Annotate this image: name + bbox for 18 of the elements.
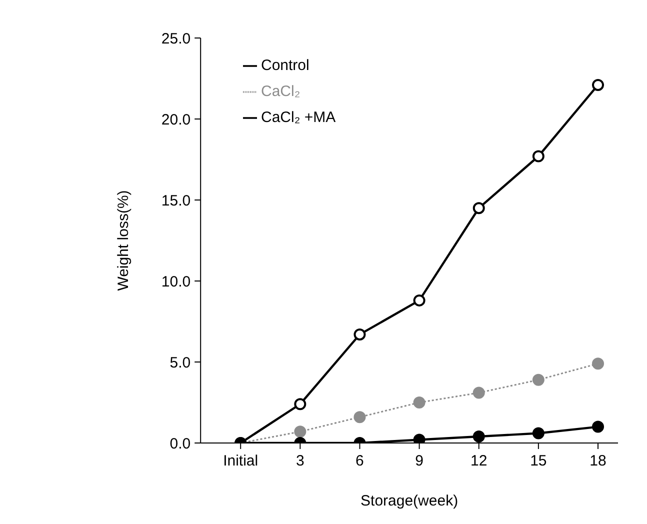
x-tick-label: 12 xyxy=(470,452,488,470)
x-tick-label: 9 xyxy=(415,452,424,470)
y-tick-label: 10.0 xyxy=(161,273,191,290)
y-tick-label: 25.0 xyxy=(161,30,191,48)
x-tick-label: Initial xyxy=(223,452,258,470)
x-tick-label: 15 xyxy=(530,452,547,470)
legend-label: Control xyxy=(261,57,310,74)
y-tick-label: 0.0 xyxy=(170,435,191,452)
x-axis-title: Storage(week) xyxy=(360,492,458,510)
legend-label: CaCl₂ +MA xyxy=(261,109,336,126)
y-tick-label: 15.0 xyxy=(161,192,191,210)
x-tick-label: 18 xyxy=(590,452,606,470)
x-tick-label: 3 xyxy=(296,452,304,470)
legend-label: CaCl₂ xyxy=(261,83,300,100)
y-tick-label: 5.0 xyxy=(170,354,191,372)
y-axis-title: Weight loss(%) xyxy=(114,190,132,291)
x-tick-label: 6 xyxy=(356,452,364,470)
y-tick-label: 20.0 xyxy=(161,111,191,128)
